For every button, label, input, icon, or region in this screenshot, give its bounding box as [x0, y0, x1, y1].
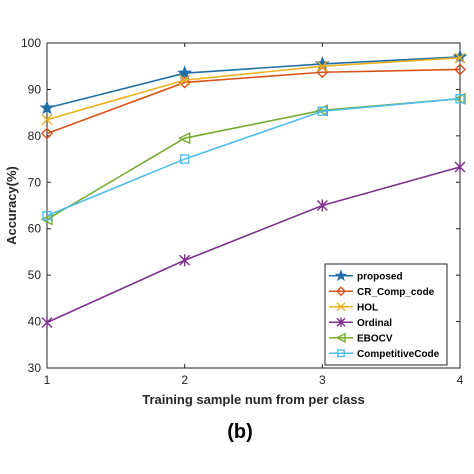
- x-tick-label: 4: [457, 373, 464, 387]
- legend-swatch-marker: [337, 349, 345, 358]
- series-line: [46, 56, 461, 109]
- legend: proposed CR_Comp_code HOL Ordinal EBOCV Compe…: [324, 263, 448, 366]
- legend-label: EBOCV: [357, 333, 393, 344]
- y-tick-label: 80: [28, 129, 42, 143]
- series-competitivecode: [42, 94, 465, 221]
- data-point-marker: [179, 154, 190, 164]
- x-axis-title: Training sample num from per class: [142, 392, 365, 407]
- data-point-marker: [453, 92, 466, 105]
- data-point-marker: [316, 60, 328, 72]
- data-point-marker: [452, 48, 468, 64]
- series-line: [46, 166, 461, 324]
- series-lines: [39, 48, 468, 329]
- legend-label: proposed: [357, 271, 403, 282]
- data-point-marker: [41, 316, 53, 329]
- legend-item: CompetitiveCode: [329, 349, 440, 360]
- y-axis-title: Accuracy(%): [4, 166, 19, 245]
- data-point-marker: [39, 100, 55, 115]
- x-tick-label: 3: [319, 373, 326, 387]
- data-point-marker: [177, 65, 193, 80]
- y-tick-label: 30: [28, 361, 42, 375]
- data-point-marker: [41, 127, 53, 140]
- data-point-marker: [316, 199, 328, 212]
- x-tick-label: 2: [181, 373, 188, 387]
- legend-item: HOL: [329, 302, 378, 313]
- data-point-marker: [179, 74, 191, 86]
- y-tick-label: 60: [28, 222, 42, 236]
- legend-label: CR_Comp_code: [357, 287, 435, 298]
- legend-label: CompetitiveCode: [357, 349, 440, 360]
- y-tick-label: 90: [28, 82, 42, 96]
- legend-swatch-marker: [336, 317, 346, 328]
- data-point-marker: [316, 66, 329, 79]
- legend-item: CR_Comp_code: [329, 286, 435, 298]
- legend-swatch-marker: [336, 286, 346, 297]
- series-line: [46, 97, 461, 217]
- figure-caption: (b): [227, 421, 253, 443]
- series-line: [46, 57, 461, 121]
- legend-item: EBOCV: [329, 332, 393, 344]
- data-point-marker: [317, 106, 328, 116]
- legend-label: HOL: [357, 302, 378, 313]
- series-ordinal: [41, 160, 466, 329]
- data-point-marker: [454, 160, 466, 173]
- data-point-marker: [454, 63, 466, 76]
- data-point-marker: [455, 94, 465, 104]
- y-tick-label: 100: [21, 36, 41, 50]
- y-tick-label: 50: [28, 268, 42, 282]
- legend-swatch-marker: [334, 269, 348, 282]
- legend-label: Ordinal: [357, 318, 392, 329]
- x-tick-label: 1: [44, 373, 51, 387]
- data-point-marker: [179, 254, 191, 267]
- series-line: [46, 68, 461, 135]
- series-hol: [41, 52, 466, 126]
- data-point-marker: [454, 52, 466, 64]
- data-point-marker: [42, 211, 52, 221]
- legend-box: [324, 263, 448, 366]
- data-point-marker: [178, 132, 191, 145]
- data-point-marker: [41, 114, 53, 126]
- legend-item: proposed: [329, 269, 403, 282]
- legend-swatch-marker: [336, 302, 346, 312]
- y-tick-label: 40: [28, 315, 42, 329]
- legend-item: Ordinal: [329, 317, 392, 329]
- y-tick-label: 70: [28, 175, 42, 189]
- legend-swatch-marker: [335, 332, 346, 343]
- data-point-marker: [40, 213, 53, 226]
